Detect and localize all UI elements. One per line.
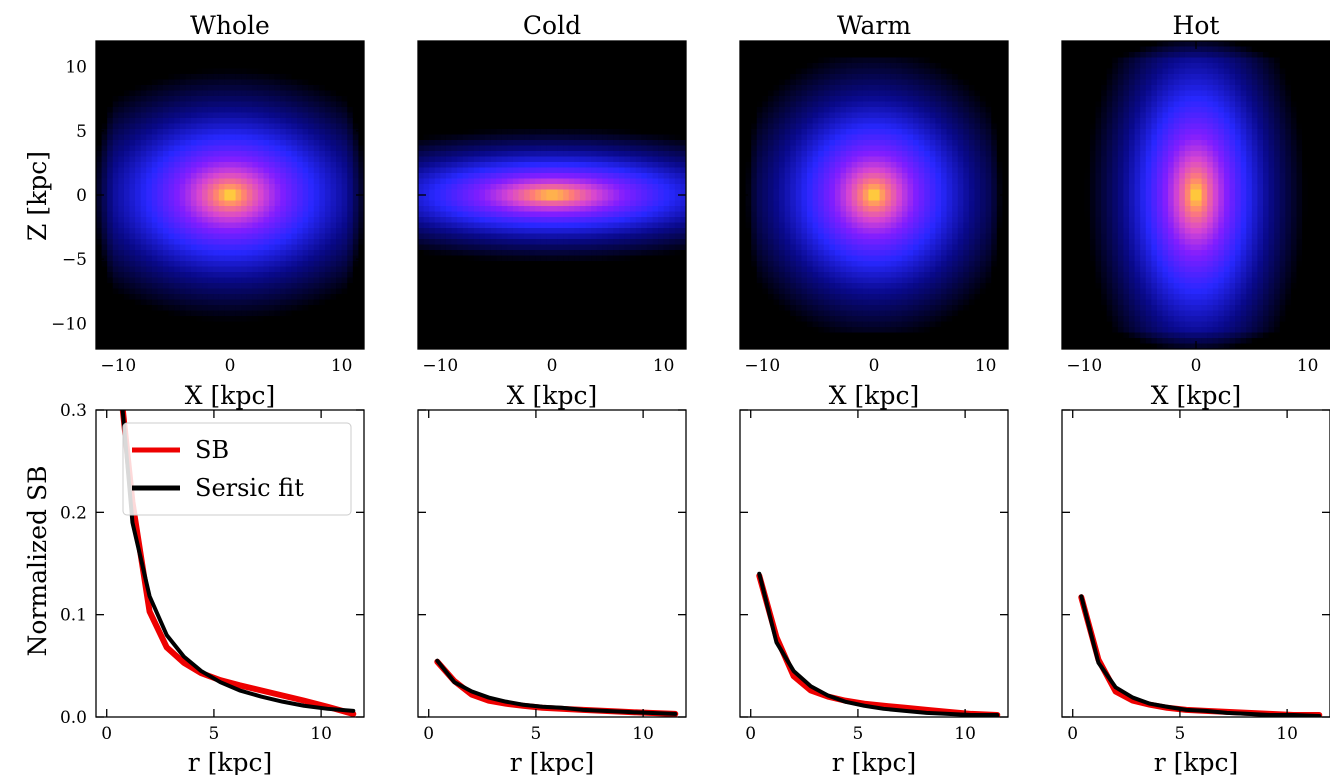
profile-frame xyxy=(1061,409,1330,718)
bottom-ylabel: Normalized SB xyxy=(23,466,52,657)
map-xtick-label: 10 xyxy=(975,356,997,376)
density-map-image xyxy=(96,41,364,349)
figure-labels: Whole Cold Warm Hot Z [kpc] X [kpc] X [k… xyxy=(23,11,1241,775)
bottom-xlabel-whole: r [kpc] xyxy=(188,748,273,775)
legend-label-sersic-fit: Sersic fit xyxy=(195,474,304,502)
profile-frame xyxy=(739,409,1009,718)
profile-ytick-label: 0.0 xyxy=(60,708,87,728)
density-map-cold: −10 0 10 xyxy=(417,40,687,376)
map-ytick-label: −5 xyxy=(62,250,87,270)
profile-xtick-label: 5 xyxy=(209,724,220,744)
sb-series-line xyxy=(1078,594,1323,717)
panel-title-cold: Cold xyxy=(523,11,581,40)
profile-xtick-label: 10 xyxy=(954,724,976,744)
top-xlabel-whole: X [kpc] xyxy=(185,381,275,410)
profile-ytick-label: 0.1 xyxy=(60,606,87,626)
bottom-xlabel-cold: r [kpc] xyxy=(510,748,595,775)
profile-xtick-label: 0 xyxy=(745,724,756,744)
map-xtick-label: 10 xyxy=(1297,356,1319,376)
sersic-fit-series-line xyxy=(435,658,678,716)
density-maps: −10 0 10 −10 −5 0 5 10 −10 0 10 −10 0 10 −10 0 10 xyxy=(51,40,1330,376)
panel-title-warm: Warm xyxy=(837,11,911,40)
density-map-hot: −10 0 10 xyxy=(1061,40,1330,376)
top-xlabel-hot: X [kpc] xyxy=(1151,381,1241,410)
density-map-image xyxy=(740,41,1008,349)
profile-panel-2: 0 5 10 xyxy=(417,409,687,744)
sersic-fit-series-line xyxy=(757,571,1000,717)
bottom-xlabel-hot: r [kpc] xyxy=(1154,748,1239,775)
map-xtick-label: −10 xyxy=(422,356,458,376)
map-ytick-label: −10 xyxy=(51,314,87,334)
panel-title-hot: Hot xyxy=(1173,11,1220,40)
profile-xtick-label: 0 xyxy=(423,724,434,744)
map-xtick-label: 10 xyxy=(331,356,353,376)
bottom-xlabel-warm: r [kpc] xyxy=(832,748,917,775)
map-xtick-label: −10 xyxy=(1066,356,1102,376)
legend: SB Sersic fit xyxy=(122,422,352,516)
profile-frame xyxy=(95,409,365,718)
profile-ytick-label: 0.3 xyxy=(60,401,87,421)
density-map-image xyxy=(418,41,686,349)
sb-profiles: 0 5 10 0.0 0.1 0.2 0.3 SB Sersic fit 0 5 10 0 5 10 0 5 10 xyxy=(60,401,1330,744)
top-ylabel: Z [kpc] xyxy=(23,151,52,241)
top-xlabel-warm: X [kpc] xyxy=(829,381,919,410)
profile-xtick-label: 5 xyxy=(531,724,542,744)
legend-box xyxy=(122,422,352,516)
map-ytick-label: 10 xyxy=(65,58,87,78)
profile-panel-3: 0 5 10 xyxy=(739,409,1009,744)
profile-xtick-label: 10 xyxy=(632,724,654,744)
map-xtick-label: 0 xyxy=(1191,356,1202,376)
map-ytick-label: 0 xyxy=(76,186,87,206)
density-map-warm: −10 0 10 xyxy=(739,40,1009,376)
map-xtick-label: −10 xyxy=(100,356,136,376)
profile-xtick-label: 0 xyxy=(1067,724,1078,744)
map-xtick-label: 0 xyxy=(225,356,236,376)
map-ytick-label: 5 xyxy=(76,122,87,142)
profile-panel-4: 0 5 10 xyxy=(1061,409,1330,744)
map-xtick-label: −10 xyxy=(744,356,780,376)
density-map-image xyxy=(1062,41,1330,349)
profile-ytick-label: 0.2 xyxy=(60,503,87,523)
profile-panel-1: 0 5 10 0.0 0.1 0.2 0.3 SB Sersic fit xyxy=(60,401,365,744)
profile-frame xyxy=(417,409,687,718)
profile-xtick-label: 10 xyxy=(1276,724,1298,744)
density-map-whole: −10 0 10 −10 −5 0 5 10 xyxy=(51,40,365,376)
profile-xtick-label: 5 xyxy=(853,724,864,744)
sersic-fit-series-line xyxy=(120,410,356,713)
map-xtick-label: 0 xyxy=(547,356,558,376)
profile-xtick-label: 0 xyxy=(101,724,112,744)
sersic-fit-series-line xyxy=(1079,594,1322,717)
top-xlabel-cold: X [kpc] xyxy=(507,381,597,410)
sb-series-line xyxy=(756,572,1001,717)
panel-title-whole: Whole xyxy=(190,11,270,40)
profile-xtick-label: 10 xyxy=(310,724,332,744)
map-xtick-label: 0 xyxy=(869,356,880,376)
profile-xtick-label: 5 xyxy=(1175,724,1186,744)
legend-label-sb: SB xyxy=(195,436,229,464)
map-xtick-label: 10 xyxy=(653,356,675,376)
